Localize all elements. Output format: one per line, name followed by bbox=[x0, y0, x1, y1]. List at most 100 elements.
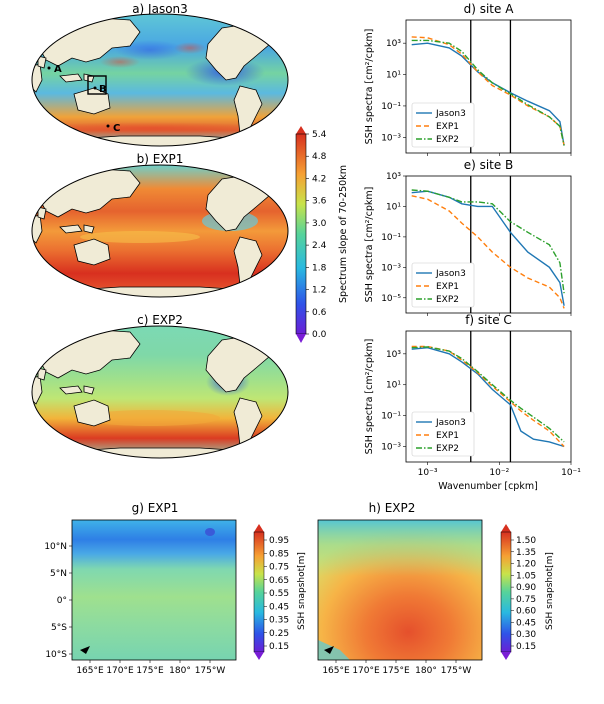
slope-colorbar-label: Spectrum slope of 70-250km bbox=[338, 165, 349, 303]
spectra-ytick-label: 10¹ bbox=[386, 71, 401, 81]
spectra-ytick-label: 10⁻³ bbox=[381, 443, 401, 453]
ssh-xtick-label: 180° bbox=[169, 666, 191, 676]
ssh-ytick-label: 0° bbox=[57, 596, 67, 606]
ssh-colorbar-tick-label: 0.45 bbox=[516, 618, 536, 628]
slope-colorbar-tick-label: 0.0 bbox=[312, 330, 327, 340]
ssh-ytick-label: 10°N bbox=[44, 542, 67, 552]
ssh-colorbar-tick-label: 1.50 bbox=[516, 536, 536, 546]
ssh-ytick-label: 5°N bbox=[50, 569, 67, 579]
spectra-xtick-label: 10⁻² bbox=[489, 468, 509, 478]
ssh-xtick-label: 180° bbox=[415, 666, 437, 676]
slope-colorbar: 5.4 4.8 4.2 3.6 3.0 2.4 1.8 1.2 0.6 0.0 Spectrum … bbox=[295, 126, 349, 343]
ssh-colorbar-tick-label: 0.95 bbox=[269, 536, 289, 546]
ssh-ytick-label: 5°S bbox=[51, 623, 67, 633]
spectra-ytick-label: 10⁻³ bbox=[381, 133, 401, 143]
spectra-legend-label: EXP1 bbox=[436, 431, 459, 441]
site-b-box bbox=[87, 75, 107, 95]
map-title-c: c) EXP2 bbox=[137, 313, 183, 327]
slope-colorbar-tick-label: 4.2 bbox=[312, 174, 326, 184]
ssh-colorbar-tick-label: 0.45 bbox=[269, 602, 289, 612]
slope-colorbar-tick-label: 5.4 bbox=[312, 130, 327, 140]
spectra-legend bbox=[411, 262, 475, 308]
ssh-colorbar-tick-label: 0.65 bbox=[269, 576, 289, 586]
map-panel-c: c) EXP2 bbox=[31, 313, 289, 459]
spectra-legend bbox=[411, 102, 475, 148]
ssh-xtick-label: 165°E bbox=[76, 666, 104, 676]
map-title-a: a) Jason3 bbox=[132, 2, 188, 16]
spectra-series-exp1 bbox=[411, 36, 565, 146]
ssh-h-colorbar-label: SSH snapshot[m] bbox=[545, 552, 555, 630]
ssh-colorbar-tick-label: 0.90 bbox=[516, 583, 536, 593]
ssh-xtick-label: 175°W bbox=[441, 666, 472, 676]
spectra-ytick-label: 10⁻³ bbox=[381, 263, 401, 273]
ssh-xtick-label: 165°E bbox=[322, 666, 350, 676]
spectra-series-exp2 bbox=[411, 39, 565, 146]
spectra-ylabel: SSH spectra [cm²/cpkm] bbox=[364, 187, 375, 303]
spectra-ylabel: SSH spectra [cm²/cpkm] bbox=[364, 339, 375, 455]
ssh-colorbar-tick-label: 0.75 bbox=[269, 563, 289, 573]
map-panel-a: a) Jason3 A B C bbox=[31, 2, 289, 147]
spectra-ytick-label: 10⁻¹ bbox=[381, 233, 401, 243]
spectra-ytick-label: 10⁻¹ bbox=[381, 412, 401, 422]
site-label-c: C bbox=[113, 123, 120, 134]
ssh-panel-h: h) EXP2 165°E 170°E 175°E 180° 175°W 1.50 1.3… bbox=[317, 501, 555, 676]
spectra-legend-label: Jason3 bbox=[435, 418, 466, 428]
ssh-colorbar-tick-label: 1.05 bbox=[516, 571, 536, 581]
spectra-legend-label: EXP2 bbox=[436, 295, 459, 305]
spectra-panel-f: f) site C 10³ 10¹ 10⁻¹ 10⁻³ 10⁻³ 10⁻² 10⁻¹ SSH s… bbox=[364, 313, 581, 478]
spectra-legend-label: Jason3 bbox=[435, 109, 466, 119]
spectra-panel-e: e) site B 10³ 10¹ 10⁻¹ 10⁻³ 10⁻⁵ SSH spectra [… bbox=[364, 158, 572, 316]
ssh-colorbar-tick-label: 0.30 bbox=[516, 630, 536, 640]
ssh-colorbar-tick-label: 0.35 bbox=[269, 616, 289, 626]
spectra-legend-label: EXP2 bbox=[436, 135, 459, 145]
ssh-xtick-label: 175°E bbox=[382, 666, 410, 676]
spectra-ytick-label: 10⁻⁵ bbox=[381, 294, 401, 304]
site-label-a: A bbox=[54, 64, 62, 75]
slope-colorbar-tick-label: 1.8 bbox=[312, 263, 327, 273]
spectra-series-exp1 bbox=[411, 195, 565, 309]
spectra-ytick-label: 10³ bbox=[386, 350, 401, 360]
slope-colorbar-tick-label: 2.4 bbox=[312, 241, 327, 251]
spectra-legend-label: Jason3 bbox=[435, 269, 466, 279]
slope-colorbar-tick-label: 0.6 bbox=[312, 308, 327, 318]
slope-colorbar-tick-label: 3.6 bbox=[312, 197, 327, 207]
map-title-b: b) EXP1 bbox=[137, 152, 184, 166]
spectra-ytick-label: 10³ bbox=[386, 39, 401, 49]
spectra-ytick-label: 10⁻¹ bbox=[381, 102, 401, 112]
ssh-colorbar-tick-label: 0.15 bbox=[269, 642, 289, 652]
spectra-series-exp1 bbox=[411, 345, 565, 447]
ssh-xtick-label: 175°W bbox=[195, 666, 226, 676]
ssh-colorbar-tick-label: 0.55 bbox=[269, 589, 289, 599]
spectra-series-exp2 bbox=[411, 189, 565, 294]
ssh-colorbar-tick-label: 1.20 bbox=[516, 560, 536, 570]
ssh-colorbar-tick-label: 0.85 bbox=[269, 549, 289, 559]
ssh-ytick-label: 10°S bbox=[45, 650, 67, 660]
spectra-ytick-label: 10¹ bbox=[386, 381, 401, 391]
ssh-xtick-label: 170°E bbox=[352, 666, 380, 676]
slope-colorbar-tick-label: 3.0 bbox=[312, 219, 327, 229]
ssh-colorbar-tick-label: 0.60 bbox=[516, 607, 536, 617]
ssh-colorbar-tick-label: 0.75 bbox=[516, 595, 536, 605]
ssh-xtick-label: 175°E bbox=[136, 666, 164, 676]
ssh-panel-g: g) EXP1 165°E 170°E 175°E 180° 175°W 10°N 5°N 0… bbox=[44, 501, 307, 676]
ssh-colorbar-tick-label: 0.15 bbox=[516, 642, 536, 652]
ssh-xtick-label: 170°E bbox=[106, 666, 134, 676]
site-label-b: B bbox=[99, 84, 107, 95]
spectra-legend-label: EXP2 bbox=[436, 444, 459, 454]
spectra-ylabel: SSH spectra [cm²/cpkm] bbox=[364, 29, 375, 145]
spectra-xtick-label: 10⁻¹ bbox=[561, 468, 581, 478]
spectra-plot-area bbox=[411, 20, 565, 153]
spectra-title: d) site A bbox=[464, 2, 515, 16]
spectra-series-jason3 bbox=[411, 190, 565, 306]
spectra-title: f) site C bbox=[465, 313, 512, 327]
spectra-series-exp2 bbox=[411, 346, 565, 443]
spectra-panel-d: d) site A 10³ 10¹ 10⁻¹ 10⁻³ SSH spectra [cm²/… bbox=[364, 2, 572, 156]
slope-colorbar-tick-label: 1.2 bbox=[312, 286, 326, 296]
ssh-g-colorbar-label: SSH snapshot[m] bbox=[297, 552, 307, 630]
spectra-xlabel: Wavenumber [cpkm] bbox=[438, 481, 538, 492]
spectra-legend bbox=[411, 411, 475, 457]
spectra-legend-label: EXP1 bbox=[436, 122, 459, 132]
spectra-ytick-label: 10³ bbox=[386, 172, 401, 182]
ssh-colorbar-tick-label: 1.35 bbox=[516, 548, 536, 558]
